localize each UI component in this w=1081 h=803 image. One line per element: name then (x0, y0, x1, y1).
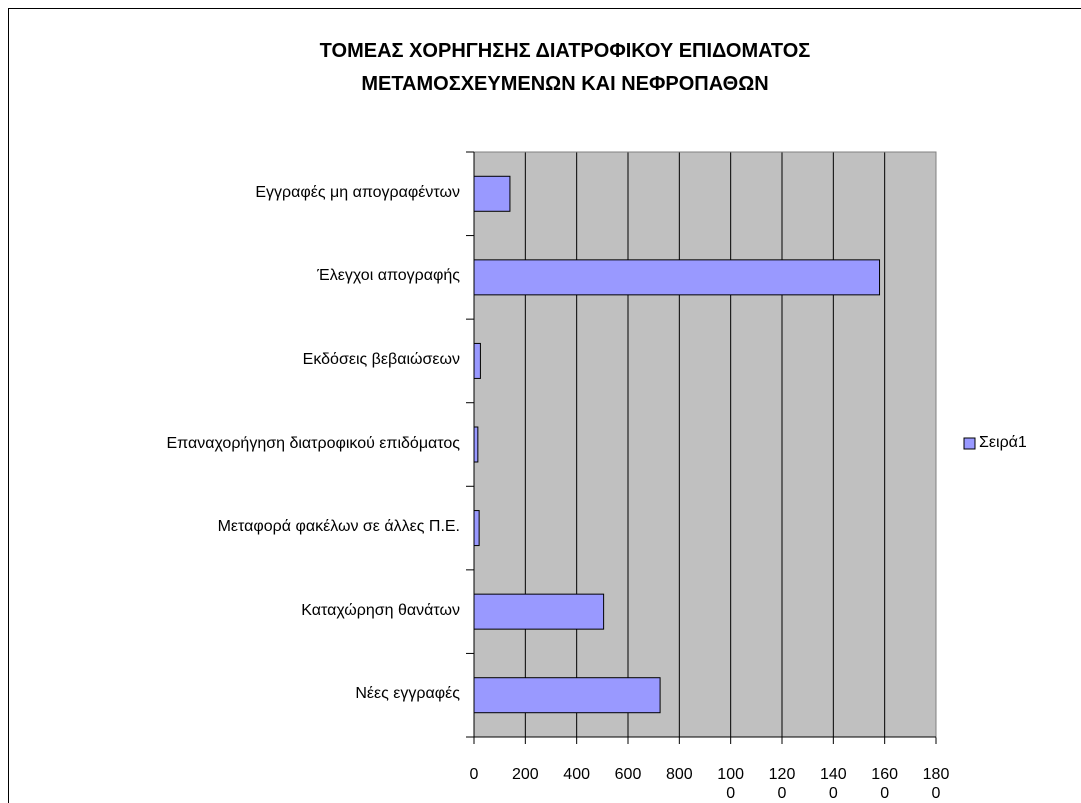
legend-swatch (963, 437, 976, 450)
plot-area (474, 152, 936, 737)
y-tick-label: Νέες εγγραφές (355, 685, 460, 703)
x-tick-label: 400 (563, 766, 590, 783)
bar (473, 342, 481, 379)
bar (473, 593, 605, 630)
y-tick-label: Έλεγχοι απογραφής (317, 267, 460, 285)
bar (473, 426, 479, 463)
legend-label: Σειρά1 (979, 434, 1027, 451)
x-tick-label: 0 (469, 766, 479, 783)
bar (473, 259, 881, 296)
x-tick-label: 600 (614, 766, 642, 783)
x-tick-label: 1600 (871, 766, 898, 802)
x-tick-label: 800 (665, 766, 693, 783)
y-tick-label: Εκδόσεις βεβαιώσεων (302, 350, 460, 368)
bar (473, 510, 480, 547)
y-tick-label: Επαναχορήγηση διατροφικού επιδόματος (166, 434, 460, 452)
x-tick-label: 200 (511, 766, 539, 783)
chart-title: ΤΟΜΕΑΣ ΧΟΡΗΓΗΣΗΣ ΔΙΑΤΡΟΦΙΚΟΥ ΕΠΙΔΟΜΑΤΟΣ … (319, 40, 811, 95)
y-tick-label: Καταχώρηση θανάτων (301, 601, 460, 619)
x-tick-label: 1200 (768, 766, 796, 802)
x-tick-label: 1400 (819, 766, 847, 802)
y-tick-label: Εγγραφές μη απογραφέντων (255, 183, 460, 201)
y-tick-label: Μεταφορά φακέλων σε άλλες Π.Ε. (217, 518, 460, 536)
bar (473, 677, 661, 714)
x-tick-label: 1800 (922, 766, 950, 802)
x-tick-label: 1000 (717, 766, 744, 802)
bar (473, 175, 511, 212)
